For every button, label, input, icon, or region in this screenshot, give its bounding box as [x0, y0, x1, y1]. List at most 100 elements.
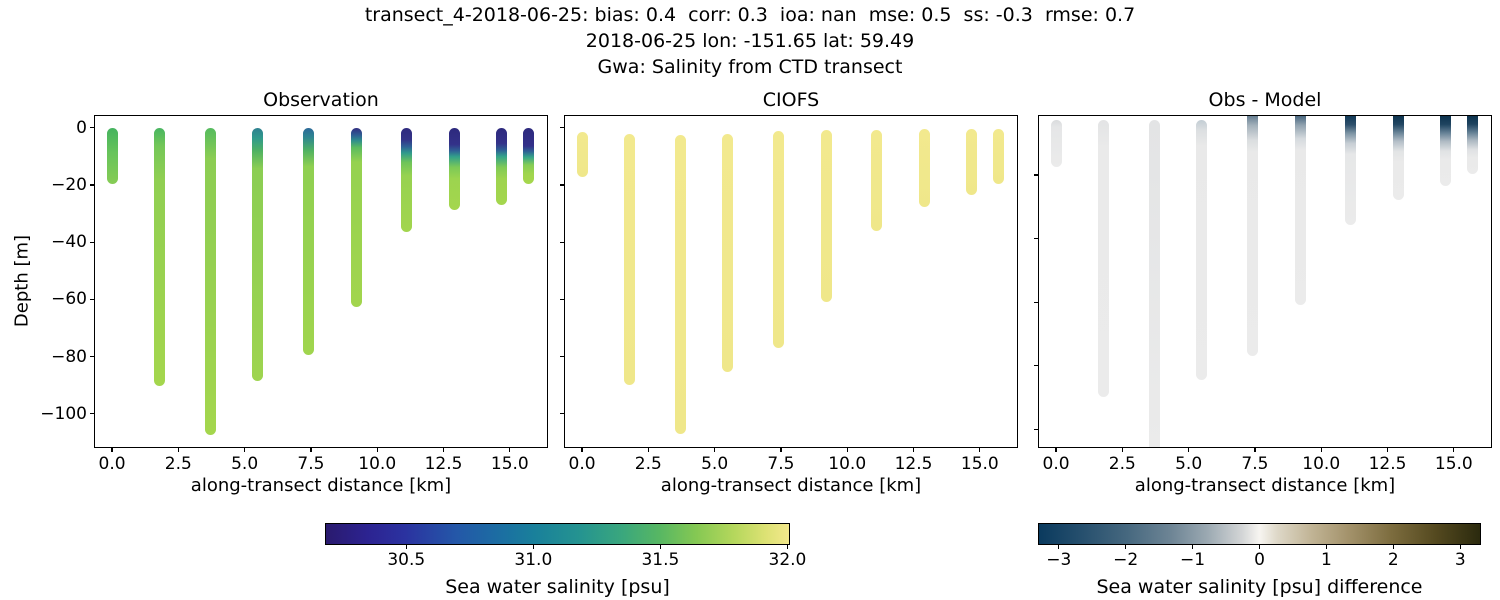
colorbar-tick-salinity — [532, 545, 534, 549]
y-tick-label-observation: −100 — [40, 403, 87, 424]
obs-minus-model-profile-0 — [1050, 119, 1062, 167]
obs-minus-model-profile-3 — [1196, 119, 1208, 380]
x-tick-ciofs — [846, 448, 848, 452]
y-tick-ciofs — [560, 298, 564, 300]
y-tick-label-observation: −40 — [51, 232, 87, 253]
y-tick-obs-minus-model — [1034, 174, 1038, 176]
x-tick-label-observation: 15.0 — [490, 454, 529, 474]
ciofs-profile-3 — [722, 134, 734, 373]
colorbar-tick-label-salinity-difference: −2 — [1113, 550, 1139, 570]
y-tick-ciofs — [560, 355, 564, 358]
ciofs-profile-0 — [576, 131, 588, 178]
obs-minus-model-profile-2 — [1148, 119, 1160, 447]
y-tick-obs-minus-model — [1034, 237, 1038, 240]
x-tick-observation — [111, 448, 113, 452]
x-tick-observation — [509, 448, 511, 452]
colorbar-tick-salinity-difference — [1258, 545, 1261, 549]
panel-obs-minus-model — [1038, 115, 1492, 448]
y-tick-label-observation: −60 — [51, 289, 87, 310]
colorbar-label-salinity: Sea water salinity [psu] — [445, 576, 670, 598]
x-tick-label-ciofs: 0.0 — [568, 454, 596, 474]
y-tick-observation — [90, 298, 94, 300]
colorbar-salinity-difference — [1038, 523, 1481, 545]
y-tick-label-observation: 0 — [76, 117, 87, 138]
colorbar-tick-label-salinity-difference: 2 — [1387, 550, 1399, 570]
x-tick-label-obs-minus-model: 12.5 — [1368, 454, 1407, 474]
colorbar-tick-salinity-difference — [1459, 545, 1461, 549]
x-tick-label-obs-minus-model: 5.0 — [1175, 454, 1203, 474]
y-tick-ciofs — [560, 241, 564, 243]
y-axis-label: Depth [m] — [11, 234, 33, 328]
observation-profile-3 — [252, 127, 264, 381]
x-tick-label-ciofs: 12.5 — [894, 454, 933, 474]
colorbar-tick-salinity-difference — [1392, 545, 1394, 549]
colorbar-tick-salinity-difference — [1191, 545, 1194, 549]
x-tick-obs-minus-model — [1254, 448, 1256, 452]
colorbar-tick-label-salinity: 31.5 — [641, 550, 680, 570]
x-tick-observation — [442, 448, 445, 452]
x-tick-label-ciofs: 7.5 — [767, 454, 795, 474]
colorbar-tick-label-salinity: 30.5 — [387, 550, 426, 570]
x-tick-ciofs — [581, 448, 583, 452]
observation-profile-7 — [448, 127, 460, 211]
x-tick-obs-minus-model — [1453, 448, 1455, 452]
x-tick-ciofs — [780, 448, 782, 452]
ciofs-profile-8 — [966, 129, 978, 196]
x-tick-label-obs-minus-model: 0.0 — [1042, 454, 1070, 474]
x-tick-label-ciofs: 5.0 — [701, 454, 729, 474]
x-tick-label-observation: 2.5 — [164, 454, 192, 474]
x-tick-label-obs-minus-model: 2.5 — [1108, 454, 1136, 474]
y-tick-obs-minus-model — [1034, 365, 1038, 367]
panel-observation — [94, 115, 548, 448]
ciofs-profile-1 — [624, 134, 636, 386]
x-axis-label-observation: along-transect distance [km] — [190, 475, 452, 496]
x-tick-label-observation: 7.5 — [297, 454, 325, 474]
x-tick-label-ciofs: 10.0 — [828, 454, 867, 474]
colorbar-tick-label-salinity: 32.0 — [768, 550, 807, 570]
obs-minus-model-profile-9 — [1466, 116, 1478, 174]
panel-title-observation: Observation — [263, 89, 379, 111]
ciofs-profile-9 — [992, 129, 1004, 185]
y-tick-ciofs — [560, 413, 564, 415]
x-tick-obs-minus-model — [1055, 448, 1057, 452]
observation-profile-2 — [204, 127, 216, 436]
x-tick-label-ciofs: 15.0 — [960, 454, 999, 474]
y-tick-observation — [90, 355, 94, 358]
observation-profile-4 — [302, 127, 314, 356]
figure-title-line1: transect_4-2018-06-25: bias: 0.4 corr: 0… — [364, 4, 1136, 26]
obs-minus-model-profile-1 — [1098, 119, 1110, 398]
colorbar-tick-salinity-difference — [1058, 545, 1060, 549]
panel-title-ciofs: CIOFS — [762, 89, 820, 111]
colorbar-tick-salinity — [405, 545, 407, 549]
colorbar-tick-salinity-difference — [1125, 545, 1127, 549]
x-tick-ciofs — [647, 448, 649, 452]
ciofs-profile-2 — [674, 134, 686, 434]
y-tick-label-observation: −80 — [51, 346, 87, 367]
ciofs-profile-6 — [870, 130, 882, 231]
colorbar-salinity — [325, 523, 790, 545]
x-tick-label-obs-minus-model: 7.5 — [1241, 454, 1269, 474]
y-tick-label-observation: −20 — [51, 175, 87, 196]
observation-profile-8 — [496, 127, 508, 206]
x-tick-observation — [177, 448, 179, 452]
colorbar-tick-label-salinity-difference: −1 — [1180, 550, 1206, 570]
ciofs-profile-4 — [772, 130, 784, 348]
x-tick-label-obs-minus-model: 10.0 — [1302, 454, 1341, 474]
x-tick-obs-minus-model — [1386, 448, 1389, 452]
y-tick-ciofs — [560, 127, 564, 129]
colorbar-tick-label-salinity-difference: 0 — [1254, 550, 1265, 570]
panel-ciofs — [564, 115, 1018, 448]
x-tick-obs-minus-model — [1121, 448, 1123, 452]
x-tick-label-observation: 5.0 — [231, 454, 259, 474]
y-tick-observation — [90, 184, 94, 186]
ciofs-profile-7 — [918, 129, 930, 208]
ciofs-profile-5 — [820, 130, 832, 303]
y-tick-observation — [90, 127, 94, 129]
colorbar-tick-salinity — [786, 545, 789, 549]
x-tick-obs-minus-model — [1320, 448, 1322, 452]
x-axis-label-ciofs: along-transect distance [km] — [660, 475, 922, 496]
observation-profile-9 — [522, 127, 534, 184]
colorbar-tick-salinity-difference — [1325, 545, 1327, 549]
x-tick-ciofs — [714, 448, 716, 452]
